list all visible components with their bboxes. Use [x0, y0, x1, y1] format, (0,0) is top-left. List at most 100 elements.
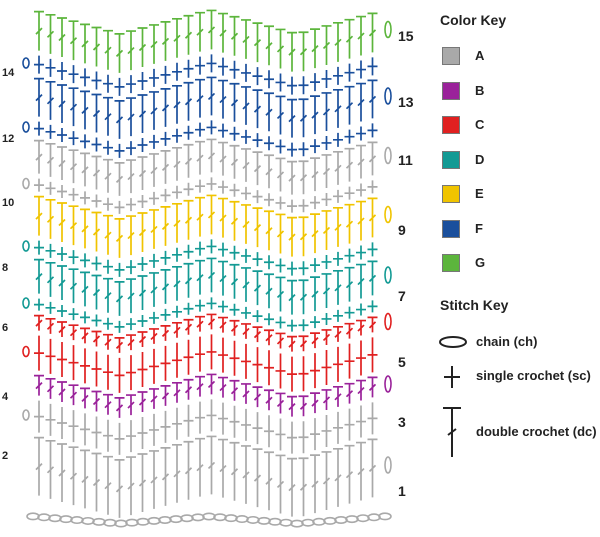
single-crochet-stitch: [287, 356, 297, 392]
double-crochet-stitch: [126, 456, 136, 516]
single-crochet-stitch: [34, 55, 44, 74]
double-crochet-stitch: [287, 335, 297, 352]
double-crochet-stitch: [57, 265, 67, 300]
single-crochet-stitch: [241, 129, 251, 144]
double-crochet-stitch: [264, 92, 274, 132]
double-crochet-stitch: [367, 438, 378, 498]
single-crochet-stitch: [252, 347, 263, 383]
single-crochet-stitch: [103, 140, 113, 155]
double-crochet-stitch: [80, 23, 90, 64]
double-crochet-stitch: [310, 392, 320, 414]
single-crochet-stitch: [126, 198, 136, 212]
single-crochet-stitch: [103, 259, 113, 274]
single-crochet-stitch: [160, 65, 171, 84]
double-crochet-stitch: [367, 141, 378, 176]
chain-stitch: [169, 515, 183, 524]
double-crochet-stitch: [344, 85, 355, 125]
double-crochet-stitch: [103, 29, 113, 70]
single-crochet-stitch: [91, 137, 102, 152]
single-crochet-stitch: [160, 345, 171, 381]
single-crochet-stitch: [103, 354, 113, 390]
single-crochet-stitch: [45, 338, 56, 374]
single-crochet-stitch: [218, 300, 228, 313]
double-crochet-stitch: [218, 438, 228, 498]
chain-stitch: [378, 512, 392, 521]
double-crochet-stitch: [298, 98, 309, 138]
double-crochet-stitch: [344, 147, 355, 182]
single-crochet-stitch: [229, 340, 240, 376]
single-crochet-stitch: [80, 253, 90, 268]
row-6: [22, 297, 378, 333]
single-crochet-stitch: [206, 54, 217, 73]
single-crochet-stitch: [367, 337, 378, 373]
single-crochet-stitch: [252, 67, 263, 86]
single-crochet-stitch: [310, 418, 320, 451]
double-crochet-stitch: [183, 440, 194, 500]
double-crochet-stitch: [68, 87, 79, 127]
single-crochet-stitch: [344, 343, 355, 379]
double-crochet-stitch: [287, 279, 297, 315]
single-crochet-stitch: [183, 404, 194, 437]
double-crochet-stitch: [241, 86, 251, 125]
color-label-c: C: [475, 117, 485, 132]
double-crochet-stitch: [275, 276, 286, 312]
row-number-10: 10: [2, 197, 15, 209]
row-7: [34, 257, 392, 316]
single-crochet-stitch: [114, 262, 125, 277]
single-crochet-stitch: [333, 251, 343, 266]
double-crochet-stitch: [206, 76, 217, 116]
single-crochet-stitch: [321, 349, 332, 385]
single-crochet-stitch: [310, 73, 320, 92]
double-crochet-stitch: [333, 21, 343, 62]
chain-stitch: [224, 514, 238, 523]
turning-chain: [384, 20, 392, 39]
chain-stitch: [81, 516, 95, 525]
single-crochet-stitch: [114, 143, 125, 158]
color-label-a: A: [475, 48, 485, 63]
double-crochet-stitch: [356, 144, 366, 179]
single-crochet-stitch: [103, 317, 113, 330]
double-crochet-stitch: [149, 153, 159, 187]
double-crochet-stitch: [356, 441, 366, 501]
single-crochet-stitch: [45, 243, 56, 258]
double-crochet-stitch: [137, 391, 148, 412]
double-crochet-stitch: [241, 19, 251, 59]
single-crochet-stitch: [80, 413, 90, 446]
double-crochet-stitch: [183, 143, 194, 178]
single-crochet-stitch: [344, 129, 355, 144]
single-crochet-stitch: [45, 58, 56, 77]
double-crochet-stitch: [80, 152, 90, 187]
stitch-label-chain: chain (ch): [476, 334, 538, 349]
double-crochet-stitch: [344, 266, 355, 302]
single-crochet-stitch: [114, 422, 125, 455]
single-crochet-stitch: [218, 402, 228, 435]
chain-stitch: [367, 513, 381, 522]
single-crochet-stitch: [68, 410, 79, 443]
double-crochet-stitch: [57, 84, 67, 123]
single-crochet-stitch: [298, 319, 309, 332]
double-crochet-stitch: [57, 146, 67, 180]
single-crochet-stitch: [241, 248, 251, 263]
color-swatch-c: [442, 116, 460, 134]
double-crochet-stitch: [287, 160, 297, 195]
double-crochet-stitch: [298, 31, 309, 72]
double-crochet-stitch: [137, 94, 148, 133]
color-label-e: E: [475, 186, 484, 201]
color-label-f: F: [475, 220, 483, 236]
single-crochet-stitch: [57, 128, 67, 142]
double-crochet-stitch: [34, 314, 44, 331]
double-crochet-stitch: [241, 323, 251, 339]
double-crochet-stitch: [137, 275, 148, 310]
row-number-4: 4: [2, 391, 9, 403]
double-crochet-stitch: [344, 382, 355, 404]
single-crochet-stitch: [160, 131, 171, 146]
double-crochet-stitch: [206, 313, 217, 330]
double-crochet-stitch: [298, 395, 309, 417]
double-crochet-stitch: [126, 97, 136, 137]
double-crochet-stitch: [310, 454, 320, 514]
single-crochet-stitch: [57, 407, 67, 439]
double-crochet-stitch: [172, 265, 182, 301]
single-crochet-stitch: [183, 302, 194, 315]
chain-stitch: [213, 513, 227, 522]
double-crochet-stitch: [149, 450, 159, 509]
